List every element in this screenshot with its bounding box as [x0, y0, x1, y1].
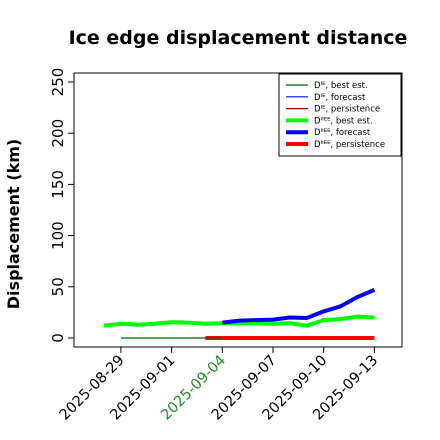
- x-axis: 2025-08-292025-09-012025-09-042025-09-07…: [57, 347, 381, 423]
- legend: Dᴵᴱ, best est. Dᴵᴱ, forecast Dᴵᴱ, persiste…: [278, 73, 402, 157]
- y-tick-label: 150: [49, 170, 67, 199]
- legend-label-2: Dᴵᴱ, forecast: [314, 93, 366, 103]
- series-layer: [103, 288, 376, 340]
- legend-label-6: Dᴵᴵᴱᴱ, persistence: [314, 140, 385, 150]
- y-tick-label: 0: [49, 333, 67, 343]
- y-tick-label: 50: [49, 277, 67, 296]
- y-tick-label: 250: [49, 68, 67, 97]
- legend-items: Dᴵᴱ, best est. Dᴵᴱ, forecast Dᴵᴱ, persiste…: [286, 81, 385, 150]
- series-line-5: [222, 288, 376, 325]
- chart-title: Ice edge displacement distance: [69, 27, 408, 49]
- y-tick-label: 100: [49, 221, 67, 250]
- y-tick-label: 200: [49, 119, 67, 148]
- y-axis: 0 50 100 150 200 250: [49, 68, 74, 343]
- legend-label-1: Dᴵᴱ, best est.: [314, 81, 368, 91]
- y-axis-label: Displacement (km): [4, 139, 23, 309]
- legend-label-3: Dᴵᴱ, persistence: [314, 105, 380, 115]
- series-line-4: [103, 314, 375, 328]
- legend-label-4: Dᴵᴵᴱᴱ, best est.: [314, 116, 373, 126]
- plot-frame: [73, 72, 403, 348]
- legend-label-5: Dᴵᴵᴱᴱ, forecast: [314, 128, 371, 138]
